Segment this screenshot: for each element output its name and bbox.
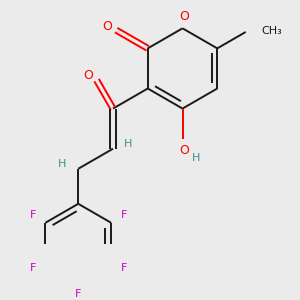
- Text: F: F: [75, 289, 81, 299]
- Text: O: O: [179, 144, 189, 157]
- Text: F: F: [121, 263, 127, 273]
- Text: H: H: [123, 139, 132, 149]
- Text: H: H: [191, 153, 200, 163]
- Text: O: O: [179, 10, 189, 23]
- Text: O: O: [103, 20, 112, 33]
- Text: F: F: [30, 211, 36, 220]
- Text: O: O: [83, 69, 93, 82]
- Text: F: F: [121, 211, 127, 220]
- Text: CH₃: CH₃: [262, 26, 283, 35]
- Text: H: H: [58, 159, 66, 170]
- Text: F: F: [30, 263, 36, 273]
